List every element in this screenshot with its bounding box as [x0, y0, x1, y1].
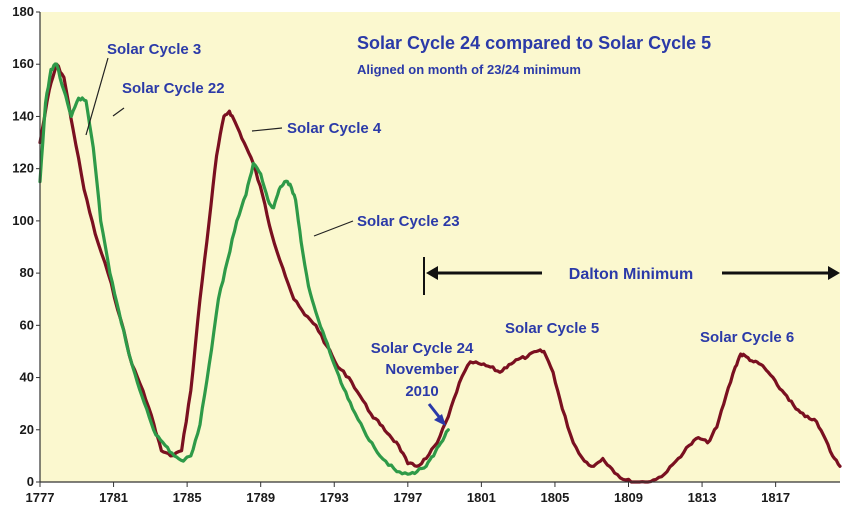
pointer-solar-cycle-22	[112, 107, 125, 117]
dalton-arrow-right-head	[828, 266, 840, 280]
label-solar-cycle-6: Solar Cycle 6	[700, 329, 794, 346]
x-tick-label: 1793	[320, 490, 349, 505]
label-solar-cycle-3: Solar Cycle 3	[107, 41, 201, 58]
chart-subtitle: Aligned on month of 23/24 minimum	[357, 62, 581, 77]
y-tick-label: 120	[12, 161, 34, 176]
label-solar-cycle-23: Solar Cycle 23	[357, 213, 460, 230]
y-tick-label: 100	[12, 213, 34, 228]
y-axis: 0 20 40 60 80 100 120 140 160 180	[12, 4, 40, 489]
y-tick-label: 0	[27, 474, 34, 489]
y-tick-label: 80	[20, 265, 34, 280]
x-tick-label: 1781	[99, 490, 128, 505]
arrowhead-solar-cycle-24	[434, 414, 446, 426]
x-axis: 1777 1781 1785 1789 1793 1797 1801 1805 1809 1813…	[26, 482, 790, 505]
pointer-solar-cycle-23	[313, 220, 354, 237]
chart-title: Solar Cycle 24 compared to Solar Cycle 5	[357, 33, 711, 53]
plot-area	[40, 12, 840, 482]
y-tick-label: 180	[12, 4, 34, 19]
y-tick-label: 140	[12, 108, 34, 123]
label-solar-cycle-22: Solar Cycle 22	[122, 80, 225, 97]
y-tick-label: 160	[12, 56, 34, 71]
x-tick-label: 1801	[467, 490, 496, 505]
y-tick-label: 60	[20, 317, 34, 332]
series-layer	[38, 62, 842, 484]
x-tick-label: 1805	[540, 490, 569, 505]
x-tick-label: 1817	[761, 490, 790, 505]
label-solar-cycle-4: Solar Cycle 4	[287, 120, 382, 137]
x-tick-label: 1797	[393, 490, 422, 505]
series-line-cycles-3-6	[38, 62, 842, 484]
x-tick-label: 1813	[688, 490, 717, 505]
label-solar-cycle-5: Solar Cycle 5	[505, 320, 599, 337]
x-tick-label: 1809	[614, 490, 643, 505]
x-tick-label: 1789	[246, 490, 275, 505]
pointer-solar-cycle-3	[85, 57, 109, 136]
series-line-cycles-22-24	[38, 62, 450, 476]
label-dalton-minimum: Dalton Minimum	[569, 266, 693, 283]
x-tick-label: 1777	[26, 490, 55, 505]
pointer-solar-cycle-4	[251, 127, 283, 132]
y-tick-label: 20	[20, 422, 34, 437]
label-solar-cycle-24-line2: November	[385, 361, 459, 378]
dalton-arrow-left-head	[426, 266, 438, 280]
label-solar-cycle-24-line1: Solar Cycle 24	[371, 340, 474, 357]
label-solar-cycle-24-line3: 2010	[405, 383, 438, 400]
x-tick-label: 1785	[173, 490, 202, 505]
pointer-solar-cycle-24	[427, 403, 442, 419]
y-tick-label: 40	[20, 370, 34, 385]
